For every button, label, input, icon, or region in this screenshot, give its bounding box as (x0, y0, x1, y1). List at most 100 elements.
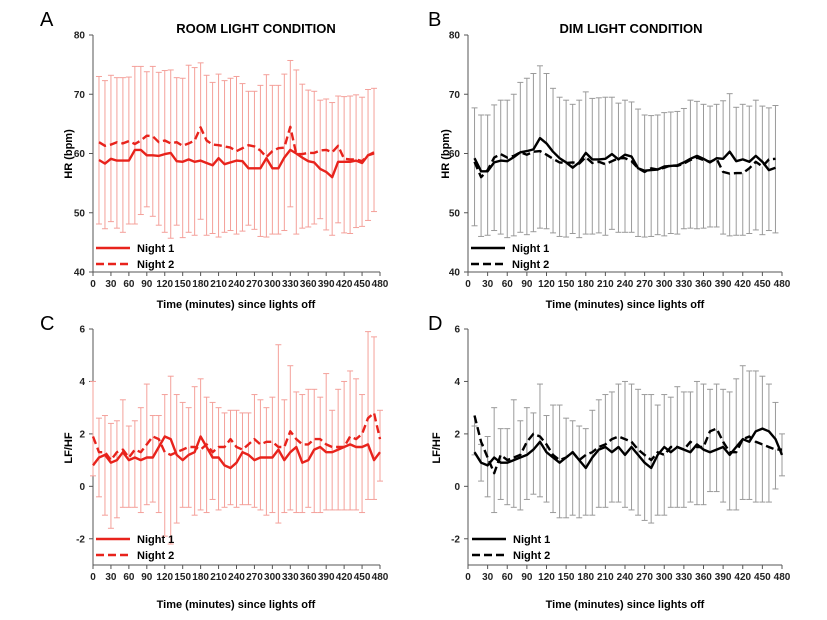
x-tick-label: 330 (282, 279, 299, 290)
x-tick-label: 360 (695, 279, 712, 290)
x-tick-label: 180 (192, 279, 209, 290)
x-tick-label: 0 (465, 572, 471, 583)
x-tick-label: 480 (774, 279, 791, 290)
panel-d-legend: Night 1 Night 2 (472, 534, 550, 562)
x-tick-label: 30 (482, 572, 494, 583)
x-tick-label: 390 (715, 279, 732, 290)
y-tick-label: 6 (454, 325, 460, 336)
x-tick-label: 90 (521, 572, 533, 583)
x-tick-label: 330 (676, 572, 693, 583)
y-tick-label: 70 (74, 90, 86, 101)
legend-night2-label: Night 2 (512, 259, 549, 271)
panel-b-dim-light-hr: 40 50 60 70 80 0 30 60 90 120 150 180 210 240 270 300 33… (428, 9, 791, 311)
x-tick-label: 270 (636, 279, 653, 290)
x-tick-label: 390 (318, 572, 335, 583)
x-tick-label: 300 (264, 572, 281, 583)
panel-b-legend: Night 1 Night 2 (471, 243, 549, 271)
y-tick-label: 50 (74, 208, 86, 219)
error-bars (90, 331, 383, 545)
y-tick-label: 4 (454, 377, 460, 388)
series-line-night1 (92, 435, 381, 470)
x-tick-label: 480 (372, 279, 389, 290)
x-tick-label: 30 (105, 279, 117, 290)
x-tick-label: 450 (354, 279, 371, 290)
series-line-night2 (91, 411, 382, 462)
error-bars (471, 65, 779, 239)
x-tick-label: 90 (521, 279, 533, 290)
x-tick-label: 210 (210, 279, 227, 290)
y-tick-label: 40 (449, 268, 461, 279)
x-tick-label: 240 (617, 279, 634, 290)
legend-night1-label: Night 1 (137, 534, 174, 546)
x-tick-label: 300 (264, 279, 281, 290)
x-tick-label: 420 (336, 279, 353, 290)
y-tick-label: 0 (79, 482, 85, 493)
legend-night2-label: Night 2 (137, 259, 174, 271)
x-tick-label: 180 (577, 279, 594, 290)
legend-night1-label: Night 1 (512, 243, 549, 255)
legend-night2-label: Night 2 (513, 550, 550, 562)
panel-a-xlabel: Time (minutes) since lights off (157, 299, 316, 311)
panel-c-ylabel: LF/HF (63, 432, 75, 463)
x-tick-label: 180 (577, 572, 594, 583)
x-tick-label: 210 (210, 572, 227, 583)
axes: 40 50 60 70 80 0 30 60 90 120 150 180 210 240 270 300 33… (74, 31, 389, 291)
x-tick-label: 390 (318, 279, 335, 290)
panel-letter-d: D (428, 313, 442, 335)
x-tick-label: 240 (228, 279, 245, 290)
y-tick-label: 80 (74, 31, 86, 42)
x-tick-label: 0 (465, 279, 471, 290)
x-tick-label: 420 (734, 279, 751, 290)
x-tick-label: 120 (538, 279, 555, 290)
x-tick-label: 60 (123, 279, 135, 290)
x-tick-label: 360 (300, 572, 317, 583)
panel-b-xlabel: Time (minutes) since lights off (546, 299, 705, 311)
x-tick-label: 150 (558, 572, 575, 583)
x-tick-label: 300 (656, 279, 673, 290)
x-tick-label: 90 (141, 572, 153, 583)
x-tick-label: 180 (192, 572, 209, 583)
x-tick-label: 270 (636, 572, 653, 583)
y-tick-label: 60 (74, 149, 86, 160)
x-tick-label: 210 (597, 572, 614, 583)
error-bars (471, 365, 785, 524)
x-tick-label: 360 (300, 279, 317, 290)
x-tick-label: 450 (754, 572, 771, 583)
series-line-night2 (473, 149, 776, 179)
x-tick-label: 120 (156, 279, 173, 290)
x-tick-label: 30 (482, 279, 494, 290)
y-tick-label: -2 (76, 534, 85, 545)
x-tick-label: 60 (123, 572, 135, 583)
y-tick-label: 6 (79, 325, 85, 336)
y-tick-label: 60 (449, 149, 461, 160)
panel-d-xlabel: Time (minutes) since lights off (546, 599, 705, 611)
x-tick-label: 270 (246, 279, 263, 290)
panel-a-legend: Night 1 Night 2 (96, 243, 174, 271)
y-tick-label: 50 (449, 208, 461, 219)
x-tick-label: 450 (754, 279, 771, 290)
x-tick-label: 120 (538, 572, 555, 583)
panel-letter-b: B (428, 9, 441, 31)
y-tick-label: 80 (449, 31, 461, 42)
series-line-night2 (473, 415, 782, 475)
legend-night2-label: Night 2 (137, 550, 174, 562)
y-tick-label: 40 (74, 268, 86, 279)
panel-c-legend: Night 1 Night 2 (96, 534, 174, 562)
x-tick-label: 150 (174, 279, 191, 290)
x-tick-label: 270 (246, 572, 263, 583)
x-tick-label: 420 (336, 572, 353, 583)
y-tick-label: -2 (451, 534, 460, 545)
x-tick-label: 30 (105, 572, 117, 583)
series-line-night1 (473, 136, 776, 173)
x-tick-label: 390 (715, 572, 732, 583)
x-tick-label: 60 (502, 279, 514, 290)
x-tick-label: 300 (656, 572, 673, 583)
x-tick-label: 480 (774, 572, 791, 583)
panel-b-title: DIM LIGHT CONDITION (560, 21, 703, 36)
x-tick-label: 420 (734, 572, 751, 583)
x-tick-label: 330 (676, 279, 693, 290)
